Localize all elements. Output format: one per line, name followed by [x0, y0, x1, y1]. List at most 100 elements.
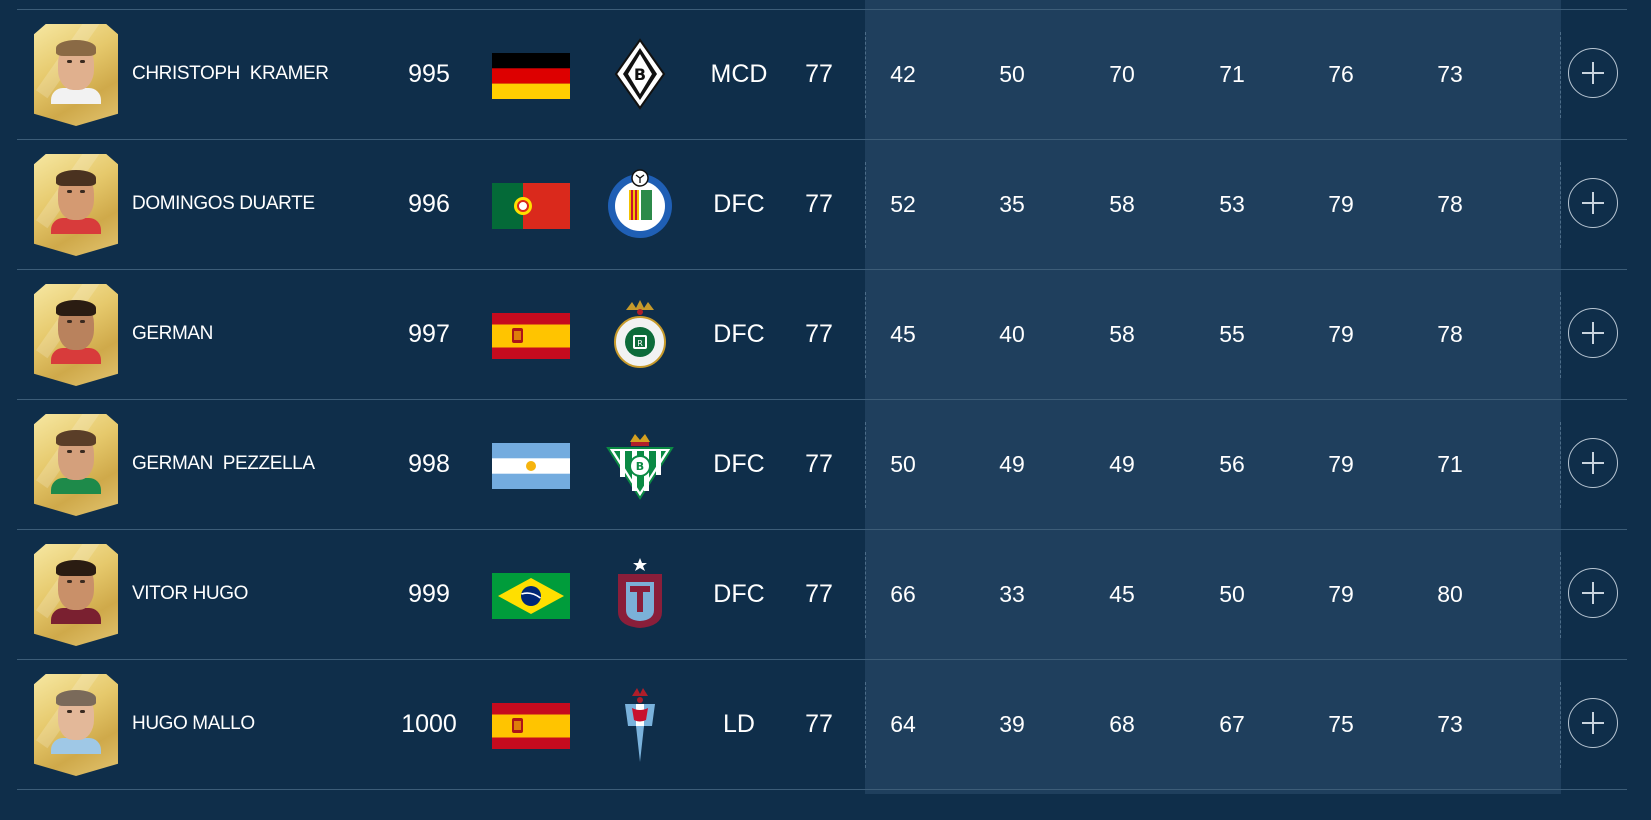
stat-4: 67: [1219, 711, 1245, 737]
stat-6: 71: [1437, 451, 1463, 477]
add-player-button[interactable]: [1568, 48, 1618, 98]
column-divider: [1560, 422, 1561, 508]
stat-5: 79: [1328, 191, 1354, 217]
player-name[interactable]: HUGO MALLO: [132, 713, 255, 734]
add-player-button[interactable]: [1568, 568, 1618, 618]
stat-5: 75: [1328, 711, 1354, 737]
stat-4: 50: [1219, 581, 1245, 607]
player-rank: 997: [408, 320, 450, 348]
stat-3: 49: [1109, 451, 1135, 477]
player-overall: 77: [805, 450, 833, 478]
nation-flag-icon: [492, 313, 570, 359]
svg-text:B: B: [636, 460, 644, 473]
player-row[interactable]: HUGO MALLO 1000 LD 77 64 39 68 67 75 73: [17, 659, 1627, 790]
player-name[interactable]: GERMAN: [132, 323, 213, 344]
stat-2: 39: [999, 711, 1025, 737]
stat-2: 50: [999, 61, 1025, 87]
stat-6: 73: [1437, 61, 1463, 87]
add-player-button[interactable]: [1568, 698, 1618, 748]
stat-4: 56: [1219, 451, 1245, 477]
stat-1: 64: [890, 711, 916, 737]
stat-5: 79: [1328, 451, 1354, 477]
stat-1: 52: [890, 191, 916, 217]
player-rank: 999: [408, 580, 450, 608]
celta-vigo-crest-icon: [602, 686, 678, 762]
column-divider: [1560, 292, 1561, 378]
stat-1: 50: [890, 451, 916, 477]
column-divider: [865, 32, 866, 118]
stat-4: 71: [1219, 61, 1245, 87]
stat-4: 53: [1219, 191, 1245, 217]
svg-text:B: B: [634, 65, 646, 84]
player-position: MCD: [710, 60, 768, 88]
stat-6: 73: [1437, 711, 1463, 737]
player-name[interactable]: GERMAN PEZZELLA: [132, 453, 315, 474]
plus-icon: [1582, 712, 1604, 734]
nation-flag-icon: [492, 573, 570, 619]
player-name[interactable]: DOMINGOS DUARTE: [132, 193, 315, 214]
player-table: CHRISTOPH KRAMER 995 B MCD 77 42 50 70 71 76…: [17, 9, 1627, 790]
racing-santander-crest-icon: R: [602, 296, 678, 372]
column-divider: [865, 552, 866, 638]
player-position: LD: [723, 710, 755, 738]
nation-flag-icon: [492, 183, 570, 229]
player-overall: 77: [805, 580, 833, 608]
player-position: DFC: [713, 450, 765, 478]
getafe-crest-icon: [602, 166, 678, 242]
player-rank: 998: [408, 450, 450, 478]
stat-2: 40: [999, 321, 1025, 347]
player-photo: [51, 170, 101, 234]
player-overall: 77: [805, 710, 833, 738]
player-row[interactable]: CHRISTOPH KRAMER 995 B MCD 77 42 50 70 71 76…: [17, 9, 1627, 139]
player-overall: 77: [805, 190, 833, 218]
player-photo: [51, 300, 101, 364]
player-rank: 995: [408, 60, 450, 88]
plus-icon: [1582, 62, 1604, 84]
player-row[interactable]: GERMAN PEZZELLA 998 B DFC 77 50 49 49 56 79 7…: [17, 399, 1627, 529]
trabzonspor-crest-icon: [602, 556, 678, 632]
column-divider: [1560, 552, 1561, 638]
stat-3: 58: [1109, 321, 1135, 347]
column-divider: [865, 682, 866, 768]
stat-3: 70: [1109, 61, 1135, 87]
player-position: DFC: [713, 190, 765, 218]
nation-flag-icon: [492, 53, 570, 99]
real-betis-crest-icon: B: [602, 426, 678, 502]
stat-3: 68: [1109, 711, 1135, 737]
add-player-button[interactable]: [1568, 438, 1618, 488]
player-overall: 77: [805, 320, 833, 348]
plus-icon: [1582, 582, 1604, 604]
player-rank: 996: [408, 190, 450, 218]
stat-4: 55: [1219, 321, 1245, 347]
stat-2: 35: [999, 191, 1025, 217]
gladbach-crest-icon: B: [602, 36, 678, 112]
player-card: [34, 154, 118, 256]
stat-3: 45: [1109, 581, 1135, 607]
player-card: [34, 674, 118, 776]
add-player-button[interactable]: [1568, 308, 1618, 358]
stat-3: 58: [1109, 191, 1135, 217]
player-row[interactable]: VITOR HUGO 999 DFC 77 66 33 45 50 79 80: [17, 529, 1627, 659]
column-divider: [1560, 162, 1561, 248]
player-row[interactable]: GERMAN 997 R DFC 77 45 40 58 55 79 78: [17, 269, 1627, 399]
stat-2: 49: [999, 451, 1025, 477]
player-card: [34, 284, 118, 386]
player-name[interactable]: VITOR HUGO: [132, 583, 248, 604]
player-photo: [51, 40, 101, 104]
player-overall: 77: [805, 60, 833, 88]
stats-columns-band: [865, 0, 1561, 794]
column-divider: [865, 422, 866, 508]
player-rank: 1000: [401, 710, 457, 738]
plus-icon: [1582, 322, 1604, 344]
stat-5: 79: [1328, 321, 1354, 347]
nation-flag-icon: [492, 443, 570, 489]
player-row[interactable]: DOMINGOS DUARTE 996 DFC 77 52 35 58 53 79 78: [17, 139, 1627, 269]
player-name[interactable]: CHRISTOPH KRAMER: [132, 63, 329, 84]
stat-2: 33: [999, 581, 1025, 607]
stat-5: 79: [1328, 581, 1354, 607]
plus-icon: [1582, 192, 1604, 214]
stat-6: 78: [1437, 191, 1463, 217]
column-divider: [865, 292, 866, 378]
add-player-button[interactable]: [1568, 178, 1618, 228]
column-divider: [865, 162, 866, 248]
